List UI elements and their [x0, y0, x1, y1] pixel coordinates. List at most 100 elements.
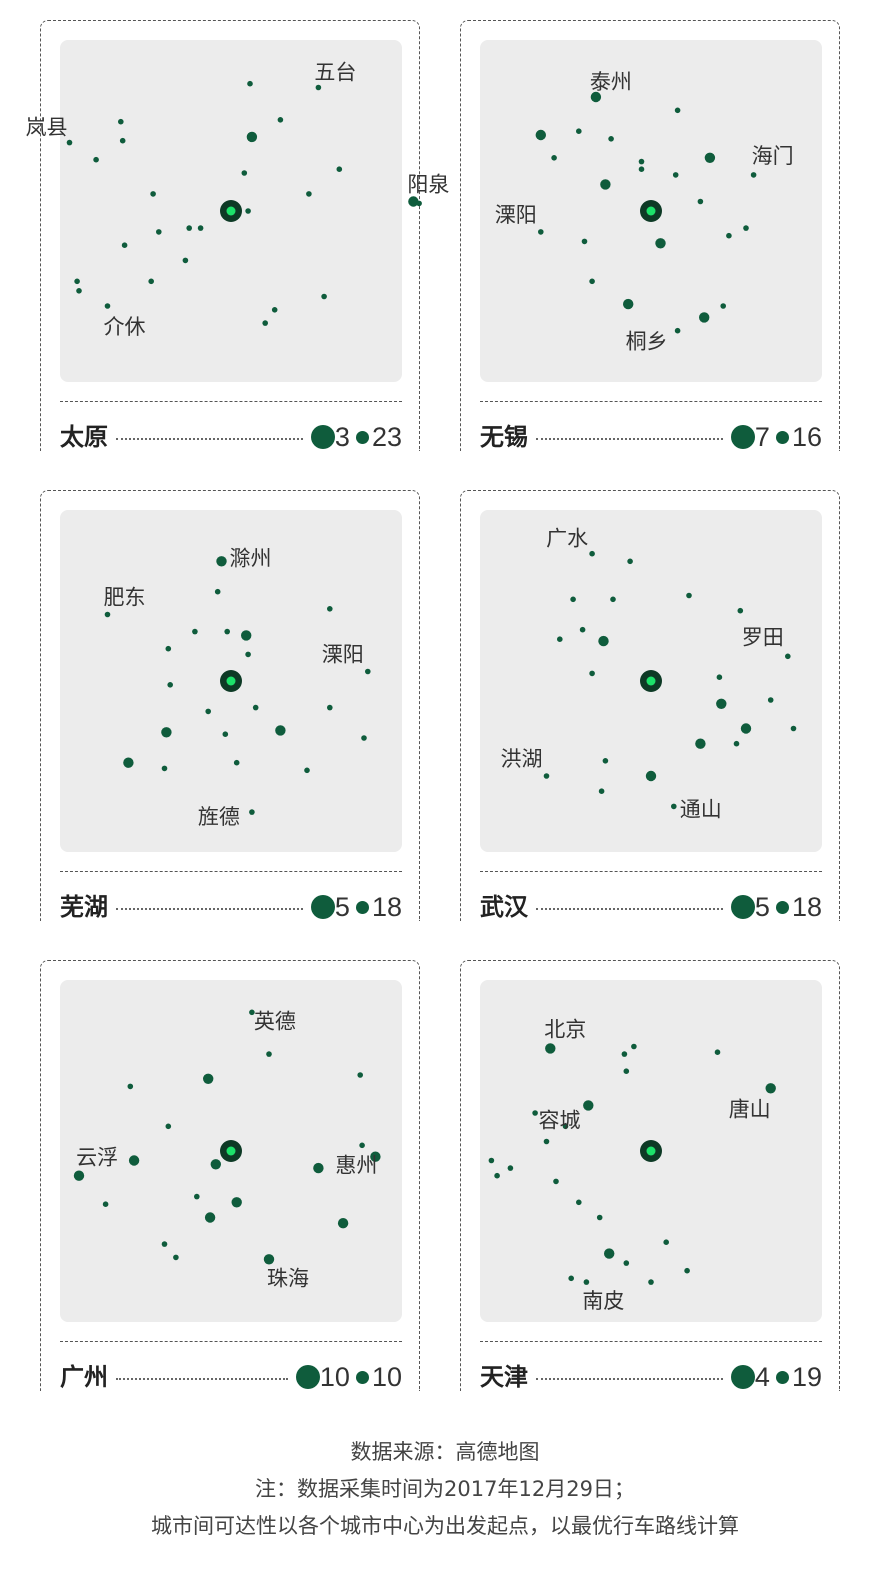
- city-point: [733, 740, 740, 747]
- reach-map-panel: 英德惠州 云浮珠海: [60, 980, 402, 1322]
- city-point-label: 溧阳: [322, 643, 364, 667]
- city-point-label: 南皮: [582, 1289, 624, 1313]
- city-point: [205, 708, 211, 715]
- city-point: [720, 303, 726, 309]
- city-point: [553, 1178, 559, 1185]
- city-point: [321, 293, 327, 300]
- city-point: [245, 208, 251, 214]
- city-card-4: 英德惠州 云浮珠海广州 10 10: [40, 960, 420, 1392]
- small-count: 18: [371, 892, 402, 922]
- card-divider: [480, 1341, 822, 1342]
- city-point: [214, 588, 221, 595]
- city-point: [551, 155, 557, 161]
- city-point: [570, 596, 576, 603]
- city-point-label: 旌德: [198, 805, 240, 829]
- city-point: [579, 626, 586, 633]
- big-count: 3: [334, 422, 350, 452]
- city-point: [576, 1199, 582, 1206]
- city-point: [246, 131, 258, 143]
- city-point: [222, 731, 229, 737]
- center-point: [226, 676, 236, 686]
- center-point: [226, 206, 236, 216]
- small-dot-icon: [355, 430, 369, 444]
- city-point: [123, 757, 134, 768]
- big-dot-icon: [310, 895, 335, 919]
- city-point: [507, 1165, 514, 1171]
- city-point-label: 珠海: [267, 1266, 309, 1290]
- city-point: [165, 1123, 172, 1130]
- card-divider: [480, 871, 822, 872]
- city-point: [538, 229, 544, 235]
- city-point: [589, 278, 595, 285]
- city-point: [767, 697, 774, 703]
- small-count: 23: [371, 422, 402, 452]
- city-point: [313, 1162, 324, 1174]
- city-point: [726, 232, 732, 239]
- city-point: [604, 1248, 615, 1259]
- city-point: [370, 1151, 381, 1162]
- city-point: [156, 229, 162, 235]
- city-point: [357, 1072, 364, 1078]
- city-point: [148, 278, 154, 285]
- city-point: [740, 723, 752, 734]
- city-point: [104, 303, 111, 309]
- big-dot-icon: [295, 1365, 320, 1389]
- city-point: [737, 607, 744, 614]
- city-point: [648, 1279, 654, 1285]
- city-point: [262, 320, 268, 326]
- city-point: [532, 1110, 538, 1116]
- city-point-label: 罗田: [742, 625, 784, 649]
- dotted-leader: [536, 1378, 723, 1380]
- card-footer: 广州 10 10: [60, 1360, 402, 1394]
- city-point: [600, 179, 611, 190]
- city-point: [186, 225, 192, 231]
- city-point: [790, 725, 797, 732]
- city-point-label: 溧阳: [495, 203, 537, 227]
- city-point-label: 英德: [254, 1009, 296, 1033]
- card-frame: [460, 960, 840, 1391]
- city-point: [231, 1197, 242, 1208]
- city-point: [182, 257, 189, 264]
- city-point: [488, 1157, 495, 1164]
- card-footer: 太原 3 23: [60, 420, 402, 454]
- card-frame: [460, 20, 840, 451]
- city-card-0: 阳泉 五台 岚县 介休太原 3 23: [26, 20, 449, 454]
- city-name: 太原: [60, 423, 108, 451]
- city-point: [167, 682, 173, 688]
- city-point-label: 通山: [680, 797, 722, 821]
- reach-map-panel: 广水 罗田 洪湖 通山: [480, 510, 822, 852]
- city-point: [598, 635, 609, 647]
- city-name: 芜湖: [60, 893, 108, 921]
- dotted-leader: [116, 438, 303, 440]
- city-point-label: 岚县: [26, 116, 68, 140]
- city-point: [674, 327, 681, 334]
- city-card-1: 泰州 海门 溧阳 桐乡 无锡 7 16: [460, 20, 840, 452]
- city-point: [623, 1068, 630, 1074]
- city-point: [204, 1212, 216, 1223]
- city-point: [194, 1193, 200, 1200]
- city-point-label: 云浮: [76, 1146, 118, 1170]
- reach-map-panel: 阳泉 五台 岚县 介休: [26, 40, 449, 382]
- city-point: [699, 312, 710, 323]
- big-count: 4: [754, 1362, 770, 1392]
- card-divider: [60, 871, 402, 872]
- city-point-label: 滁州: [230, 546, 272, 570]
- city-point: [557, 636, 563, 642]
- small-dot-icon: [775, 900, 789, 914]
- city-point: [743, 225, 749, 231]
- city-point: [161, 727, 172, 738]
- city-point: [631, 1043, 637, 1050]
- city-point: [210, 1159, 221, 1170]
- city-point: [610, 596, 616, 603]
- city-point: [128, 1155, 140, 1166]
- card-divider: [60, 401, 402, 402]
- dotted-leader: [116, 908, 303, 910]
- city-point-label: 惠州: [335, 1154, 377, 1178]
- city-point: [686, 592, 692, 599]
- city-point: [785, 653, 791, 660]
- city-point: [249, 1009, 255, 1016]
- big-dot-icon: [730, 895, 755, 919]
- city-point: [543, 1138, 550, 1145]
- city-point-label: 肥东: [104, 586, 146, 610]
- city-point: [161, 765, 168, 772]
